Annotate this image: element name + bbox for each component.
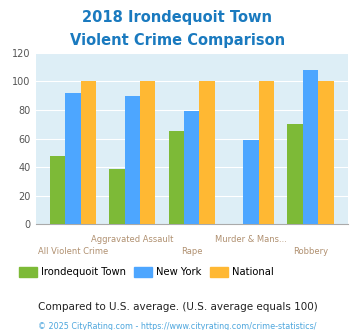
- Text: All Violent Crime: All Violent Crime: [38, 247, 108, 256]
- Text: Aggravated Assault: Aggravated Assault: [91, 235, 174, 244]
- Bar: [259, 82, 274, 224]
- Text: © 2025 CityRating.com - https://www.cityrating.com/crime-statistics/: © 2025 CityRating.com - https://www.city…: [38, 322, 317, 330]
- Bar: [140, 82, 155, 224]
- Bar: [65, 93, 81, 224]
- Text: 2018 Irondequoit Town: 2018 Irondequoit Town: [82, 10, 273, 25]
- Bar: [81, 82, 96, 224]
- Text: Compared to U.S. average. (U.S. average equals 100): Compared to U.S. average. (U.S. average …: [38, 302, 317, 312]
- Bar: [287, 124, 303, 224]
- Bar: [184, 112, 200, 224]
- Bar: [244, 140, 259, 224]
- Bar: [125, 96, 140, 224]
- Bar: [303, 70, 318, 224]
- Legend: Irondequoit Town, New York, National: Irondequoit Town, New York, National: [19, 267, 273, 277]
- Text: Rape: Rape: [181, 247, 202, 256]
- Text: Violent Crime Comparison: Violent Crime Comparison: [70, 33, 285, 48]
- Bar: [50, 156, 65, 224]
- Bar: [169, 131, 184, 224]
- Text: Murder & Mans...: Murder & Mans...: [215, 235, 287, 244]
- Bar: [109, 169, 125, 224]
- Bar: [200, 82, 215, 224]
- Bar: [318, 82, 334, 224]
- Text: Robbery: Robbery: [293, 247, 328, 256]
